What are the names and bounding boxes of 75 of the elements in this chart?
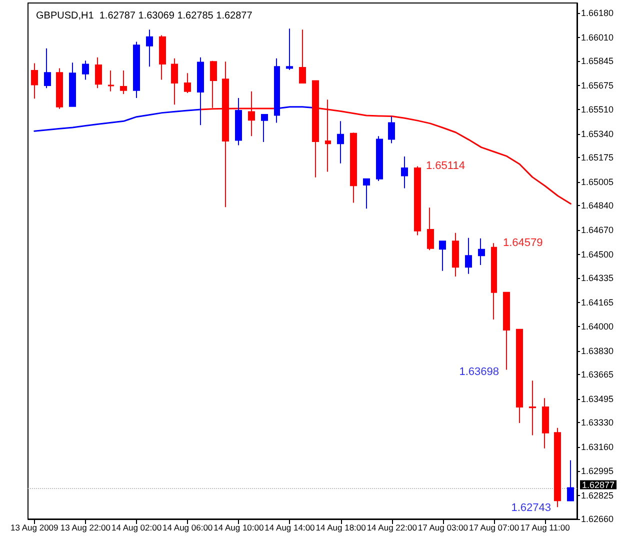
candlestick: [478, 238, 485, 266]
annotation: 1.62743: [511, 502, 551, 514]
candlestick: [554, 427, 561, 508]
y-tick-label: 1.64335: [581, 273, 614, 284]
y-tick-label: 1.63330: [581, 418, 614, 428]
y-tick-label: 1.65845: [581, 56, 614, 66]
candlestick: [388, 116, 395, 144]
x-tick-label: 14 Aug 10:00: [214, 522, 264, 532]
x-tick-label: 17 Aug 11:00: [520, 522, 570, 532]
y-tick-label: 1.66010: [581, 32, 614, 42]
y-tick-label: 1.65675: [581, 80, 614, 91]
x-tick-label: 14 Aug 02:00: [111, 522, 162, 532]
y-tick-label: 1.62825: [581, 490, 614, 500]
candlestick: [56, 68, 63, 110]
candlestick: [439, 240, 446, 272]
candlestick: [184, 72, 191, 94]
candlestick: [337, 120, 344, 164]
x-tick-label: 13 Aug 22:00: [60, 522, 111, 532]
candlestick: [376, 136, 383, 182]
y-tick-label: 1.63160: [581, 442, 614, 452]
candlestick: [171, 58, 178, 106]
annotation: 1.65114: [426, 160, 465, 172]
x-tick-label: 17 Aug 07:00: [468, 522, 520, 532]
candlestick: [414, 166, 421, 236]
x-tick-label: 14 Aug 22:00: [366, 522, 418, 532]
candlestick: [159, 34, 166, 80]
candlestick: [465, 237, 472, 274]
text: GBPUSD,H1 1.62787 1.63069 1.62785 1.62877: [36, 10, 253, 22]
y-tick-label: 1.64000: [581, 321, 614, 332]
candlestick: [363, 178, 370, 210]
x-tick-label: 14 Aug 18:00: [316, 522, 366, 532]
candlestick: [286, 28, 293, 70]
y-tick-label: 1.62660: [581, 514, 614, 524]
y-tick-label: 1.64670: [581, 225, 614, 236]
candlestick: [567, 460, 574, 502]
candlestick: [542, 398, 549, 449]
candlestick: [503, 292, 510, 370]
candlestick: [146, 29, 153, 68]
x-tick-label: 14 Aug 14:00: [264, 522, 316, 532]
annotation: 1.63698: [459, 366, 499, 378]
x-tick-label: 17 Aug 03:00: [418, 522, 468, 532]
candlestick: [491, 242, 497, 320]
y-tick-label: 1.65510: [581, 104, 614, 114]
y-tick-label: 1.65175: [581, 152, 614, 163]
candlestick: [108, 70, 114, 92]
ref-line-label: 1.62877: [582, 480, 615, 490]
y-tick-label: 1.63495: [581, 394, 614, 404]
candlestick: [31, 62, 38, 100]
candlestick: [452, 232, 459, 278]
candlestick: [516, 328, 523, 424]
y-tick-label: 1.64840: [581, 200, 614, 211]
candlestick: [529, 380, 536, 436]
y-tick-label: 1.63665: [581, 370, 614, 380]
y-tick-label: 1.65005: [581, 176, 614, 187]
annotation: 1.64579: [503, 237, 543, 249]
y-tick-label: 1.64500: [581, 250, 614, 260]
candlestick: [69, 62, 76, 108]
candlestick: [44, 48, 51, 89]
candlestick: [235, 98, 242, 146]
y-tick-label: 1.66180: [581, 8, 614, 18]
x-tick-label: 13 Aug 2009: [10, 522, 59, 532]
candlestick: [133, 41, 140, 99]
y-tick-label: 1.63830: [581, 346, 614, 356]
candlestick: [401, 156, 408, 189]
candlestick: [95, 56, 102, 89]
candlestick: [120, 70, 127, 94]
candlestick: [427, 207, 434, 251]
candlestick: [350, 132, 357, 204]
y-tick-label: 1.65340: [581, 128, 614, 139]
candlestick: [82, 60, 89, 80]
candlestick: [299, 29, 306, 84]
candlestick: [261, 114, 268, 142]
y-tick-label: 1.64165: [581, 298, 614, 308]
y-tick-label: 1.62995: [581, 466, 614, 476]
x-tick-label: 14 Aug 06:00: [162, 522, 213, 532]
